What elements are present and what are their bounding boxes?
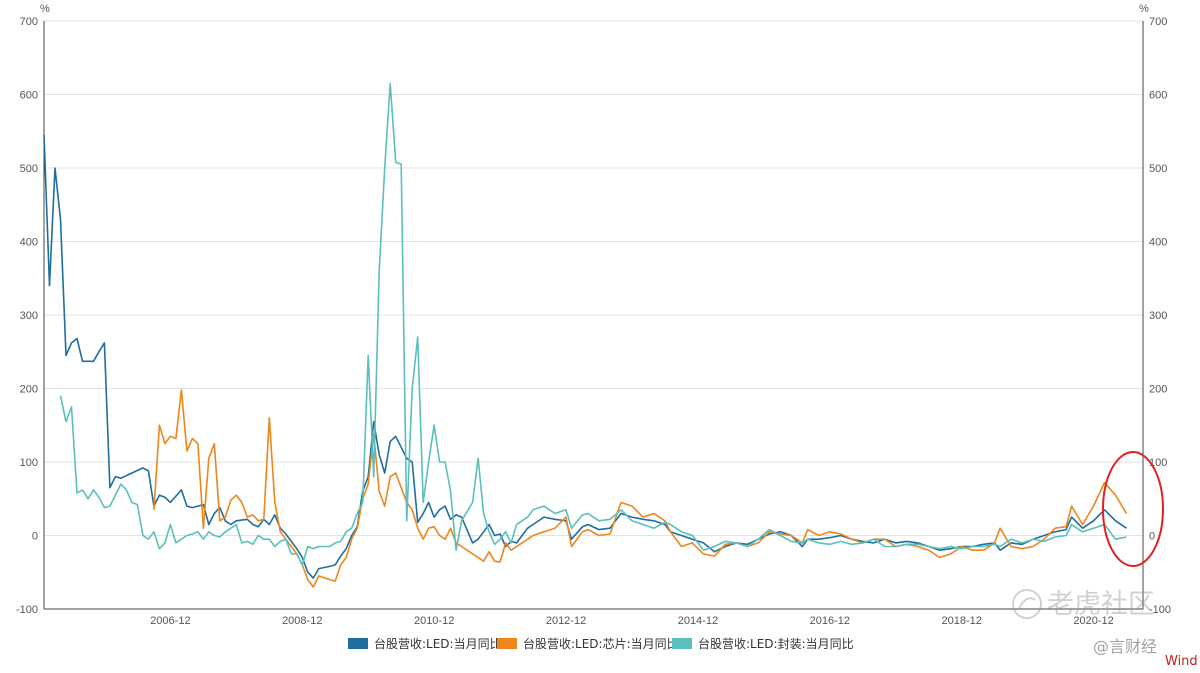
y-tick-label-right: 400 [1149, 237, 1167, 249]
legend-swatch [672, 638, 692, 649]
legend: 台股营收:LED:当月同比 台股营收:LED:芯片:当月同比 台股营收:LED:封装… [348, 636, 854, 651]
y-tick-label-left: 400 [20, 237, 38, 249]
legend-label: 台股营收:LED:封装:当月同比 [698, 636, 854, 651]
tiger-logo-stroke [1018, 597, 1036, 609]
y-tick-label-left: 100 [20, 457, 38, 469]
y-tick-label-left: -100 [16, 604, 38, 616]
y-tick-label-right: 600 [1149, 90, 1167, 102]
legend-label: 台股营收:LED:当月同比 [374, 636, 502, 651]
series-line-1 [43, 134, 1127, 579]
red-highlight-ellipse [1102, 451, 1164, 567]
author-watermark: @言财经 [1093, 637, 1157, 656]
y-tick-label-left: 600 [20, 90, 38, 102]
x-tick-label: 2018-12 [941, 615, 981, 627]
series-line-3 [59, 82, 1127, 566]
x-tick-label: 2010-12 [414, 615, 454, 627]
gridlines [44, 20, 1143, 610]
y-tick-label-left: 500 [20, 163, 38, 175]
x-tick-label: 2020-12 [1073, 615, 1113, 627]
y-tick-label-right: 500 [1149, 163, 1167, 175]
tiger-logo-icon [1012, 589, 1042, 619]
y-tick-label-right: 0 [1149, 531, 1155, 543]
tiger-community-watermark: 老虎社区 [1012, 589, 1155, 620]
series-line-2 [153, 389, 1128, 588]
y-tick-label-right: 700 [1149, 16, 1167, 28]
tiger-community-text: 老虎社区 [1047, 589, 1155, 620]
wind-source-label: Wind [1165, 654, 1198, 669]
legend-swatch [348, 638, 368, 649]
axes: % % [40, 3, 1149, 610]
x-tick-label: 2012-12 [546, 615, 586, 627]
y-tick-label-right: 300 [1149, 310, 1167, 322]
x-tick-label: 2014-12 [678, 615, 718, 627]
x-tick-label: 2016-12 [810, 615, 850, 627]
y-tick-label-left: 700 [20, 16, 38, 28]
y-tick-label-left: 300 [20, 310, 38, 322]
y-tick-label-left: 200 [20, 384, 38, 396]
legend-label: 台股营收:LED:芯片:当月同比 [523, 636, 679, 651]
y-tick-label-left: 0 [32, 531, 38, 543]
x-tick-label: 2008-12 [282, 615, 322, 627]
series-lines [43, 82, 1128, 588]
y-tick-label-right: -100 [1149, 604, 1171, 616]
x-tick-label: 2006-12 [150, 615, 190, 627]
legend-swatch [497, 638, 517, 649]
y-tick-label-right: 200 [1149, 384, 1167, 396]
left-y-unit: % [40, 3, 50, 15]
right-y-unit: % [1139, 3, 1149, 15]
